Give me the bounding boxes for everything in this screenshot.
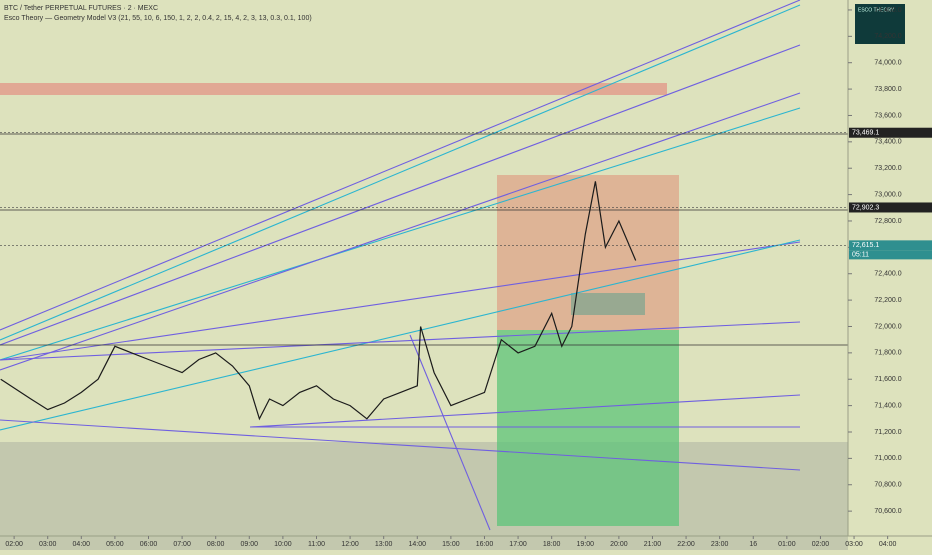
- x-tick-label: 12:00: [341, 541, 359, 548]
- price-tag: [849, 127, 932, 138]
- price-axis: [848, 0, 932, 536]
- y-tick-label: 71,200.0: [874, 429, 901, 436]
- x-tick-label: 01:00: [778, 541, 796, 548]
- y-tick-label: 71,600.0: [874, 376, 901, 383]
- price-tag-label: 72,902.3: [852, 204, 879, 211]
- x-tick-label: 04:00: [73, 541, 91, 548]
- y-tick-label: 70,600.0: [874, 508, 901, 515]
- x-tick-label: 11:00: [308, 541, 325, 548]
- trend-line: [0, 321, 801, 361]
- trend-line: [0, 241, 801, 361]
- x-tick-label: 03:00: [845, 541, 863, 548]
- x-tick-label: 20:00: [610, 541, 628, 548]
- y-tick-label: 73,400.0: [874, 139, 901, 146]
- y-tick-label: 71,800.0: [874, 350, 901, 357]
- y-tick-label: 73,000.0: [874, 191, 901, 198]
- x-tick-label: 18:00: [543, 541, 561, 548]
- info-panel: [855, 4, 905, 44]
- y-tick-label: 71,000.0: [874, 455, 901, 462]
- trend-line: [409, 334, 491, 531]
- x-tick-label: 10:00: [274, 541, 292, 548]
- x-tick-label: 17:00: [509, 541, 527, 548]
- zone: [0, 442, 848, 550]
- x-tick-label: 04:00: [879, 541, 897, 548]
- y-tick-label: 71,400.0: [874, 402, 901, 409]
- y-tick-label: 74,200.0: [874, 33, 901, 40]
- y-tick-label: 72,400.0: [874, 271, 901, 278]
- price-tag-label: 72,615.1: [852, 242, 879, 249]
- x-tick-label: 23:00: [711, 541, 729, 548]
- indicator-label: Esco Theory — Geometry Model V3 (21, 55,…: [4, 15, 312, 22]
- price-tag: [849, 202, 932, 213]
- x-tick-label: 16:00: [476, 541, 494, 548]
- y-tick-label: 72,800.0: [874, 218, 901, 225]
- x-tick-label: 09:00: [241, 541, 259, 548]
- x-tick-label: 02:00: [812, 541, 830, 548]
- y-tick-label: 74,000.0: [874, 60, 901, 67]
- trend-line: [0, 4, 801, 341]
- countdown: 05:11: [852, 252, 869, 259]
- countdown-tag: [849, 250, 932, 260]
- trend-line: [249, 394, 801, 428]
- x-tick-label: 05:00: [106, 541, 124, 548]
- x-tick-label: 22:00: [677, 541, 695, 548]
- drawings: [0, 0, 848, 550]
- x-tick-label: 03:00: [39, 541, 57, 548]
- price-tag: [849, 240, 932, 251]
- y-tick-label: 74,400.0: [874, 7, 901, 14]
- x-tick-label: 13:00: [375, 541, 393, 548]
- x-tick-label: 07:00: [173, 541, 191, 548]
- price-tag-label: 73,469.1: [852, 130, 879, 137]
- x-tick-label: 21:00: [644, 541, 662, 548]
- y-tick-label: 73,800.0: [874, 86, 901, 93]
- chart-title: BTC / Tether PERPETUAL FUTURES · 2 · MEX…: [4, 5, 158, 12]
- trend-line: [0, 419, 801, 471]
- trend-line: [0, 0, 801, 331]
- trend-line: [0, 107, 801, 361]
- zone: [571, 293, 645, 315]
- x-tick-label: 16: [749, 541, 757, 548]
- long-zone: [497, 330, 679, 526]
- trend-line: [0, 92, 801, 371]
- trend-line: [0, 44, 801, 346]
- y-tick-label: 73,200.0: [874, 165, 901, 172]
- y-tick-label: 70,800.0: [874, 482, 901, 489]
- panel-title: ESCO THEORY: [858, 7, 895, 13]
- x-tick-label: 08:00: [207, 541, 225, 548]
- y-tick-label: 72,200.0: [874, 297, 901, 304]
- x-tick-label: 06:00: [140, 541, 158, 548]
- x-tick-label: 15:00: [442, 541, 460, 548]
- y-tick-label: 73,600.0: [874, 112, 901, 119]
- y-tick-label: 72,000.0: [874, 323, 901, 330]
- price-line: [0, 181, 637, 421]
- x-tick-label: 14:00: [409, 541, 427, 548]
- trend-line: [0, 239, 801, 431]
- zone: [0, 83, 667, 95]
- x-tick-label: 19:00: [577, 541, 595, 548]
- x-tick-label: 02:00: [5, 541, 23, 548]
